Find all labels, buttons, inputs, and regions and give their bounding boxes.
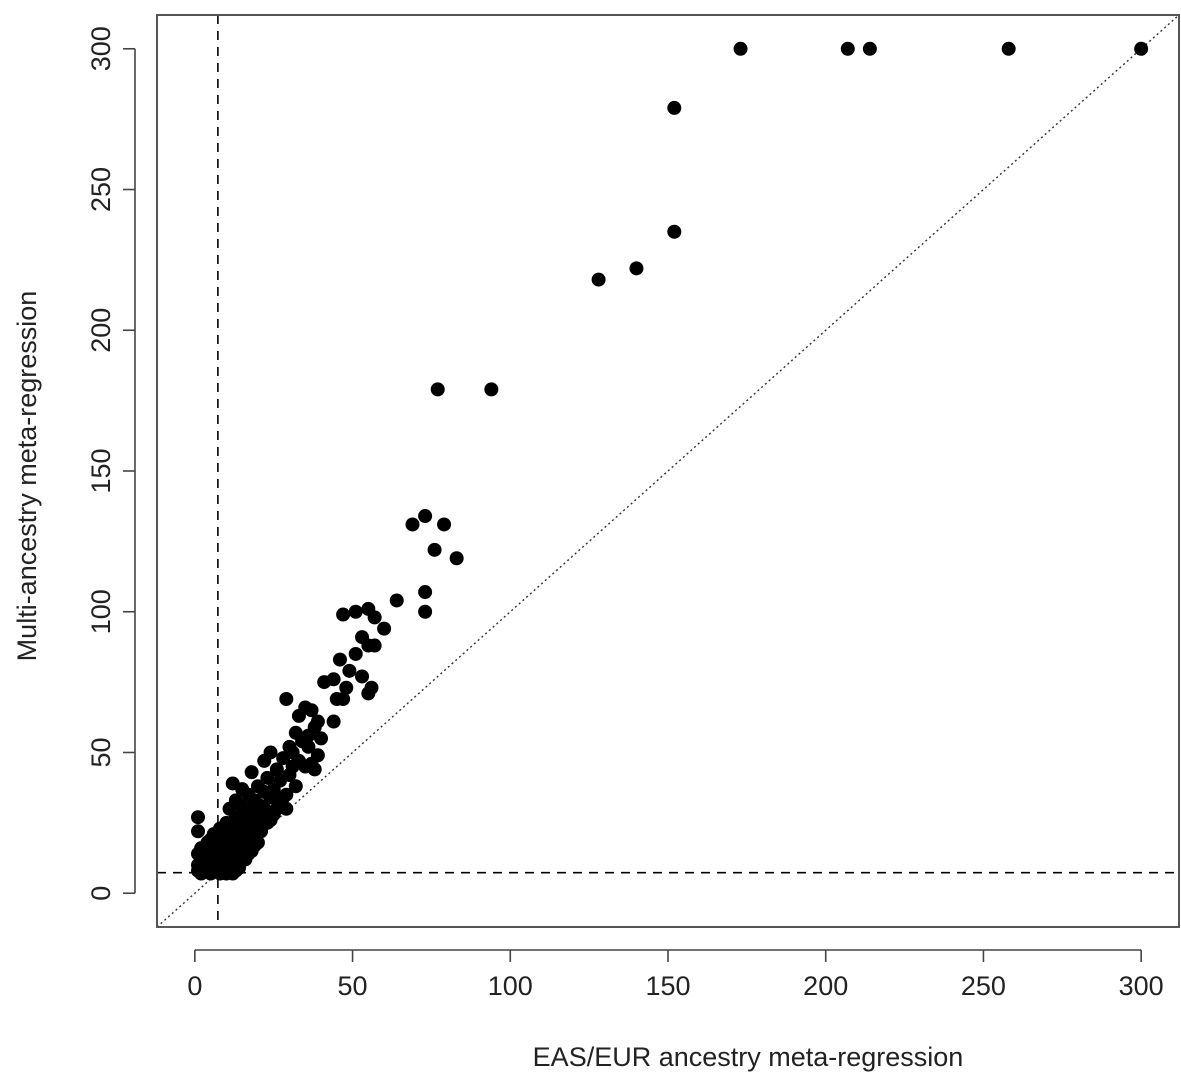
data-point (191, 824, 206, 839)
data-point (250, 835, 265, 850)
data-point (288, 779, 303, 794)
data-point (263, 813, 278, 828)
data-point (235, 815, 250, 830)
data-point (348, 646, 363, 661)
data-point (1134, 41, 1149, 56)
data-point (194, 860, 209, 875)
data-point (339, 680, 354, 695)
data-point (342, 663, 357, 678)
x-tick-label: 0 (187, 971, 202, 1001)
data-point (276, 790, 291, 805)
y-axis: 0 50 100 150 200 250 300 (86, 26, 136, 901)
data-point (336, 607, 351, 622)
y-tick-label: 100 (86, 589, 116, 634)
x-axis-title: EAS/EUR ancestry meta-regression (533, 1042, 964, 1072)
x-axis: 0 50 100 150 200 250 300 (187, 949, 1164, 1001)
data-point (840, 41, 855, 56)
data-point (361, 686, 376, 701)
reference-lines (156, 14, 1180, 928)
data-point (269, 801, 284, 816)
data-point (355, 669, 370, 684)
data-point (257, 753, 272, 768)
data-point (244, 765, 259, 780)
data-point (418, 509, 433, 524)
data-point (269, 762, 284, 777)
y-tick-label: 200 (86, 308, 116, 353)
data-point (449, 551, 464, 566)
data-point (348, 604, 363, 619)
data-point (279, 692, 294, 706)
data-point (326, 714, 341, 729)
data-point (667, 100, 682, 115)
x-tick-label: 100 (488, 971, 533, 1001)
data-point (307, 762, 322, 777)
data-point (232, 829, 247, 844)
data-point (367, 638, 382, 653)
data-point (276, 751, 291, 766)
data-point (430, 382, 445, 397)
x-tick-label: 200 (803, 971, 848, 1001)
data-point (203, 832, 218, 847)
data-point (332, 652, 347, 667)
y-tick-label: 150 (86, 448, 116, 493)
data-point (418, 604, 433, 619)
x-tick-label: 300 (1119, 971, 1164, 1001)
data-point (629, 261, 644, 276)
data-point (484, 382, 499, 397)
plot-frame (156, 14, 1180, 928)
data-point (405, 517, 420, 532)
data-point (591, 272, 606, 287)
y-axis-title: Multi-ancestry meta-regression (12, 291, 42, 662)
data-point (667, 224, 682, 239)
data-point (377, 621, 392, 636)
y-tick-label: 250 (86, 167, 116, 212)
data-point (437, 517, 452, 532)
data-point (191, 810, 206, 825)
data-point (733, 41, 748, 56)
data-point (1001, 41, 1016, 56)
y-tick-label: 0 (86, 886, 116, 901)
data-point (427, 542, 442, 557)
data-point (317, 675, 332, 690)
data-point (260, 770, 275, 785)
y-tick-label: 50 (86, 737, 116, 767)
data-point (291, 708, 306, 723)
data-points (191, 41, 1149, 881)
identity-diagonal-line (156, 14, 1180, 928)
y-tick-label: 300 (86, 26, 116, 71)
x-tick-label: 250 (961, 971, 1006, 1001)
data-point (389, 593, 404, 608)
data-point (257, 801, 272, 816)
data-point (329, 692, 344, 706)
data-point (418, 585, 433, 600)
x-tick-label: 50 (338, 971, 368, 1001)
data-point (862, 41, 877, 56)
data-point (304, 703, 319, 718)
x-tick-label: 150 (645, 971, 690, 1001)
data-point (301, 739, 316, 754)
data-point (314, 731, 329, 746)
data-point (367, 610, 382, 625)
